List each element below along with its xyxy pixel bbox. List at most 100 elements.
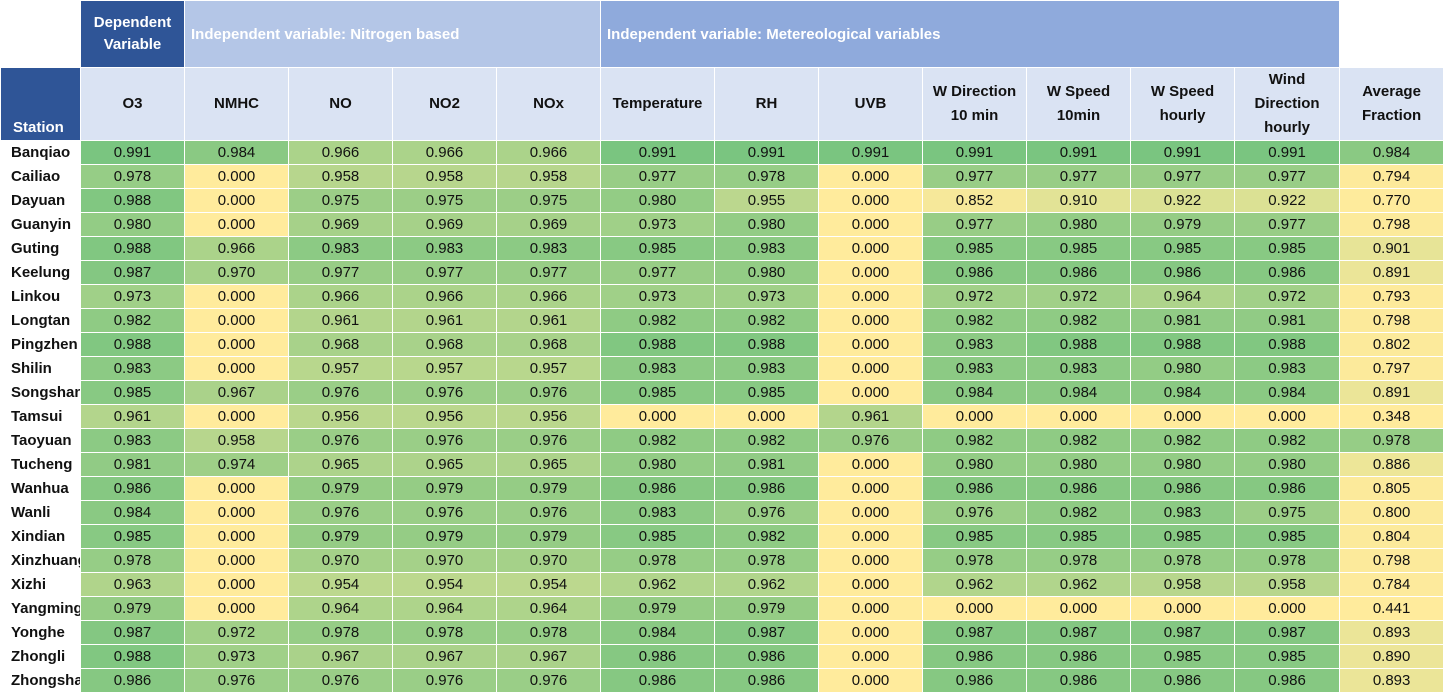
value-cell: 0.798 [1340,309,1443,333]
value-cell: 0.000 [185,189,289,213]
value-cell: 0.984 [1027,381,1131,405]
value-cell: 0.983 [393,237,497,261]
value-cell: 0.954 [289,573,393,597]
value-cell: 0.000 [1027,597,1131,621]
value-cell: 0.982 [601,429,715,453]
value-cell: 0.972 [1027,285,1131,309]
value-cell: 0.985 [1235,237,1340,261]
station-cell: Tucheng [1,453,81,477]
value-cell: 0.000 [819,261,923,285]
value-cell: 0.975 [1235,501,1340,525]
station-cell: Cailiao [1,165,81,189]
value-cell: 0.981 [1131,309,1235,333]
value-cell: 0.991 [715,141,819,165]
value-cell: 0.965 [393,453,497,477]
value-cell: 0.983 [923,357,1027,381]
value-cell: 0.983 [81,429,185,453]
value-cell: 0.000 [819,309,923,333]
value-cell: 0.986 [1027,645,1131,669]
value-cell: 0.988 [81,333,185,357]
value-cell: 0.977 [923,165,1027,189]
value-cell: 0.970 [289,549,393,573]
value-cell: 0.979 [497,477,601,501]
value-cell: 0.982 [715,429,819,453]
value-cell: 0.969 [393,213,497,237]
value-cell: 0.987 [715,621,819,645]
value-cell: 0.958 [1235,573,1340,597]
value-cell: 0.975 [497,189,601,213]
value-cell: 0.964 [393,597,497,621]
value-cell: 0.984 [1340,141,1443,165]
value-cell: 0.981 [715,453,819,477]
value-cell: 0.983 [1235,357,1340,381]
value-cell: 0.770 [1340,189,1443,213]
value-cell: 0.979 [497,525,601,549]
value-cell: 0.980 [601,453,715,477]
value-cell: 0.962 [601,573,715,597]
value-cell: 0.966 [185,237,289,261]
column-header: RH [715,68,819,141]
value-cell: 0.000 [185,501,289,525]
value-cell: 0.798 [1340,213,1443,237]
value-cell: 0.000 [819,381,923,405]
value-cell: 0.954 [393,573,497,597]
value-cell: 0.980 [715,261,819,285]
value-cell: 0.973 [601,285,715,309]
value-cell: 0.988 [81,189,185,213]
value-cell: 0.981 [81,453,185,477]
value-cell: 0.987 [1131,621,1235,645]
value-cell: 0.985 [1235,525,1340,549]
value-cell: 0.976 [393,501,497,525]
value-cell: 0.977 [497,261,601,285]
value-cell: 0.978 [715,165,819,189]
value-cell: 0.988 [1131,333,1235,357]
value-cell: 0.969 [497,213,601,237]
value-cell: 0.922 [1235,189,1340,213]
station-cell: Songshan [1,381,81,405]
value-cell: 0.000 [819,621,923,645]
value-cell: 0.979 [81,597,185,621]
station-cell: Taoyuan [1,429,81,453]
value-cell: 0.976 [497,501,601,525]
value-cell: 0.987 [1027,621,1131,645]
value-cell: 0.922 [1131,189,1235,213]
value-cell: 0.988 [715,333,819,357]
value-cell: 0.967 [185,381,289,405]
value-cell: 0.967 [289,645,393,669]
station-cell: Linkou [1,285,81,309]
value-cell: 0.982 [601,309,715,333]
value-cell: 0.982 [1131,429,1235,453]
station-cell: Tamsui [1,405,81,429]
station-cell: Yangming [1,597,81,621]
value-cell: 0.982 [1235,429,1340,453]
value-cell: 0.979 [393,477,497,501]
value-cell: 0.987 [1235,621,1340,645]
station-cell: Xindian [1,525,81,549]
value-cell: 0.962 [1027,573,1131,597]
value-cell: 0.961 [81,405,185,429]
value-cell: 0.965 [289,453,393,477]
value-cell: 0.966 [497,141,601,165]
value-cell: 0.980 [715,213,819,237]
value-cell: 0.983 [497,237,601,261]
value-cell: 0.804 [1340,525,1443,549]
value-cell: 0.976 [393,381,497,405]
value-cell: 0.891 [1340,261,1443,285]
value-cell: 0.978 [601,549,715,573]
value-cell: 0.958 [393,165,497,189]
value-cell: 0.973 [601,213,715,237]
value-cell: 0.976 [497,429,601,453]
value-cell: 0.991 [1131,141,1235,165]
value-cell: 0.961 [819,405,923,429]
value-cell: 0.980 [923,453,1027,477]
value-cell: 0.982 [923,309,1027,333]
value-cell: 0.966 [289,141,393,165]
value-cell: 0.000 [819,285,923,309]
